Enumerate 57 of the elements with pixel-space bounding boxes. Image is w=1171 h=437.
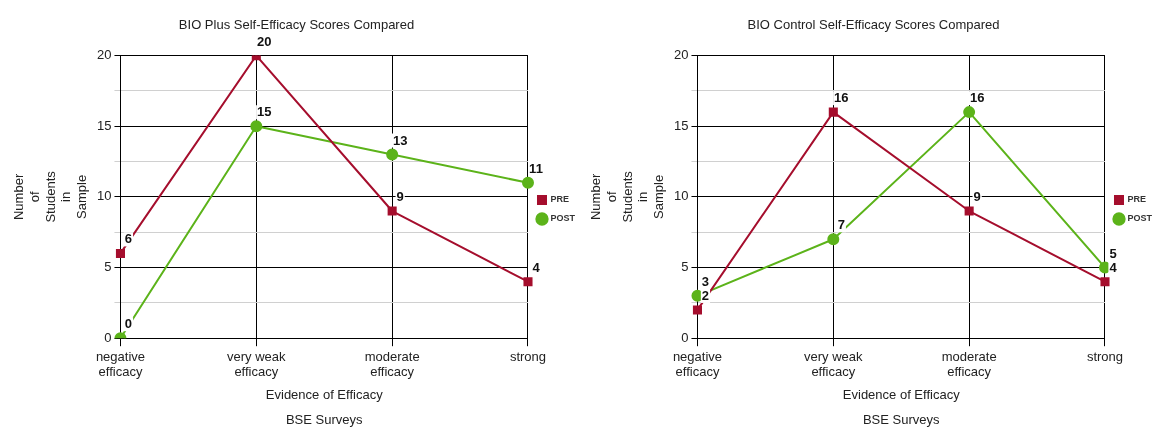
y-tick-label: 5 xyxy=(681,259,689,275)
point xyxy=(523,277,533,287)
text: BSE Surveys xyxy=(862,412,941,428)
y-axis-title: Number of Students in Sample xyxy=(11,170,89,223)
data-label: 0 xyxy=(124,316,133,332)
y-tick-label: 10 xyxy=(96,188,112,204)
y-tick-label: 0 xyxy=(104,329,112,345)
chart-title: BIO Control Self-Efficacy Scores Compared xyxy=(747,17,1000,33)
x-tick-label: strong xyxy=(1086,348,1124,364)
x-tick-label: strong xyxy=(509,348,547,364)
y-tick-label: 10 xyxy=(673,188,689,204)
data-label: 16 xyxy=(969,90,985,106)
y-axis-title: Number of Students in Sample xyxy=(588,170,666,223)
x-tick-label: very weak efficacy xyxy=(804,348,864,380)
legend-label: POST xyxy=(550,213,576,224)
data-label: 4 xyxy=(532,259,541,275)
data-label: 5 xyxy=(1109,245,1117,261)
y-tick-label: 0 xyxy=(681,329,689,345)
data-label: 9 xyxy=(396,189,404,205)
data-label: 20 xyxy=(257,33,272,49)
point xyxy=(522,176,534,189)
y-tick-label: 20 xyxy=(673,47,689,63)
data-label: 6 xyxy=(124,231,133,247)
data-label: 9 xyxy=(973,189,981,205)
x-tick-label: moderate efficacy xyxy=(941,348,997,380)
y-tick-label: 15 xyxy=(96,117,112,133)
data-label: 7 xyxy=(837,217,845,233)
y-tick-label: 20 xyxy=(96,47,112,63)
data-label: 2 xyxy=(701,288,710,304)
chart-title: BIO Plus Self-Efficacy Scores Compared xyxy=(178,17,415,33)
point xyxy=(250,120,263,133)
point xyxy=(115,248,125,258)
data-label: 4 xyxy=(1109,259,1118,275)
x-tick-label: negative efficacy xyxy=(672,348,723,380)
point xyxy=(386,148,399,161)
data-label: 15 xyxy=(257,104,272,120)
legend-label: PRE xyxy=(550,194,570,205)
point xyxy=(1100,277,1110,287)
data-label: 11 xyxy=(529,160,543,176)
legend-label: PRE xyxy=(1127,194,1147,205)
y-tick-label: 15 xyxy=(673,117,689,133)
x-tick-label: negative efficacy xyxy=(95,348,146,380)
point xyxy=(963,106,976,119)
x-tick-label: very weak efficacy xyxy=(227,348,287,380)
data-label: 3 xyxy=(701,273,710,289)
y-tick-label: 5 xyxy=(104,259,112,275)
x-axis-title: Evidence of Efficacy xyxy=(842,386,961,402)
legend-label: POST xyxy=(1127,213,1153,224)
x-tick-label: moderate efficacy xyxy=(364,348,420,380)
point xyxy=(387,206,397,216)
data-label: 13 xyxy=(392,132,408,148)
point xyxy=(828,107,838,117)
text: BSE Surveys xyxy=(285,412,364,428)
x-axis-title: Evidence of Efficacy xyxy=(265,386,384,402)
point xyxy=(964,206,974,216)
data-label: 16 xyxy=(834,90,849,106)
point xyxy=(827,233,840,246)
